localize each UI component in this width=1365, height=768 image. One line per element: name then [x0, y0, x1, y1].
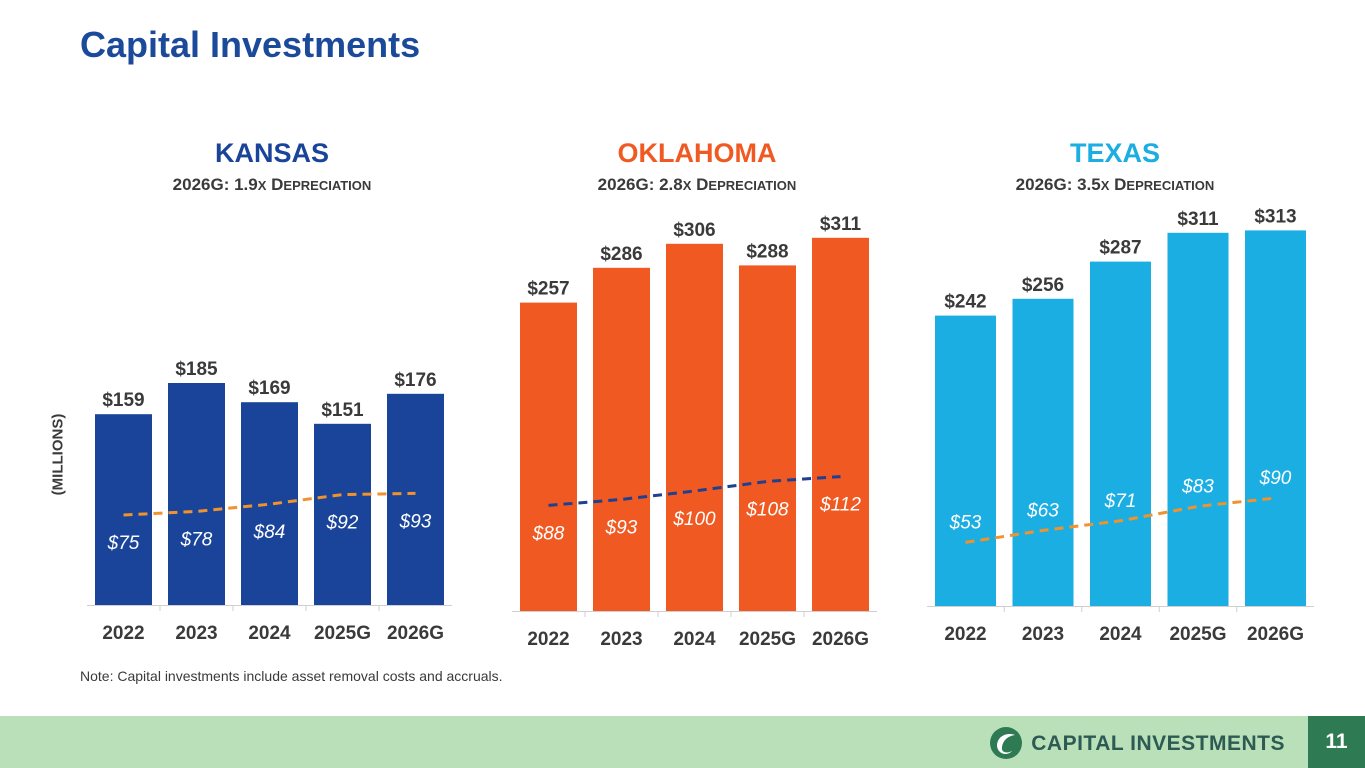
capital-investment-charts: $159 2022 $185 2023 $169 2024 $151 2025G $176 202… — [87, 206, 1314, 650]
kansas-depreciation-line — [123, 491, 416, 517]
kansas-bar-2026G — [387, 393, 444, 605]
texas-category-label: 2022 — [944, 624, 986, 645]
texas-depreciation-label: $83 — [1181, 476, 1214, 497]
oklahoma-depreciation-label: $100 — [672, 509, 716, 530]
kansas-value-label: $185 — [175, 359, 218, 380]
kansas-category-label: 2023 — [175, 623, 217, 644]
oklahoma-value-label: $257 — [527, 279, 569, 300]
kansas-bar-2022 — [95, 414, 152, 605]
texas-depreciation-line — [965, 496, 1276, 544]
texas-title: TEXAS — [1069, 138, 1161, 168]
oklahoma-value-label: $288 — [746, 241, 788, 262]
oklahoma-header: OKLAHOMA 2026G: 2.8X DEPRECIATION — [537, 138, 857, 195]
footnote: Note: Capital investments include asset … — [80, 668, 503, 684]
texas-depreciation-label: $90 — [1259, 468, 1292, 489]
oklahoma-depreciation-label: $88 — [532, 523, 565, 544]
texas-category-label: 2023 — [1022, 624, 1064, 645]
oklahoma-subtitle: 2026G: 2.8X DEPRECIATION — [597, 175, 797, 194]
kansas-category-label: 2026G — [387, 623, 444, 644]
kansas-value-label: $169 — [248, 378, 290, 399]
footer-section-label: CAPITAL INVESTMENTS — [1031, 732, 1285, 755]
footer-bar: CAPITAL INVESTMENTS 11 — [0, 716, 1365, 768]
texas-category-label: 2024 — [1099, 624, 1142, 645]
leaf-swirl-icon — [990, 727, 1022, 759]
texas-value-label: $256 — [1022, 275, 1064, 296]
texas-category-label: 2025G — [1169, 624, 1226, 645]
page-number: 11 — [1308, 716, 1365, 768]
kansas-value-label: $176 — [394, 370, 436, 391]
oklahoma-category-label: 2026G — [812, 629, 869, 650]
texas-value-label: $242 — [944, 292, 986, 313]
kansas-category-label: 2024 — [248, 623, 291, 644]
oklahoma-depreciation-line — [548, 475, 841, 507]
texas-depreciation-label: $63 — [1026, 500, 1059, 521]
kansas-depreciation-label: $75 — [107, 533, 140, 554]
page-title: Capital Investments — [80, 24, 421, 65]
texas-header: TEXAS 2026G: 3.5X DEPRECIATION — [955, 138, 1275, 195]
texas-category-label: 2026G — [1247, 624, 1304, 645]
oklahoma-value-label: $286 — [600, 244, 642, 265]
texas-chart: $242 2022 $256 2023 $287 2024 $311 2025G $313 202… — [927, 206, 1314, 645]
kansas-title: KANSAS — [214, 138, 329, 168]
oklahoma-category-label: 2022 — [527, 629, 569, 650]
oklahoma-category-label: 2023 — [600, 629, 642, 650]
oklahoma-chart: $257 2022 $286 2023 $306 2024 $288 2025G $311 202… — [512, 214, 877, 650]
texas-bar-2022 — [935, 315, 996, 606]
kansas-category-label: 2025G — [314, 623, 371, 644]
oklahoma-category-label: 2025G — [739, 629, 796, 650]
oklahoma-depreciation-label: $112 — [819, 495, 861, 516]
kansas-bar-2025G — [314, 423, 371, 605]
kansas-value-label: $151 — [321, 400, 364, 421]
kansas-header: KANSAS 2026G: 1.9X DEPRECIATION — [112, 138, 432, 195]
kansas-subtitle: 2026G: 1.9X DEPRECIATION — [172, 175, 372, 194]
oklahoma-bar-2024 — [666, 243, 723, 612]
texas-depreciation-label: $53 — [949, 512, 982, 533]
kansas-depreciation-label: $84 — [253, 522, 286, 543]
kansas-chart: $159 2022 $185 2023 $169 2024 $151 2025G $176 202… — [87, 359, 452, 644]
kansas-depreciation-label: $93 — [399, 511, 432, 532]
kansas-category-label: 2022 — [102, 623, 144, 644]
kansas-value-label: $159 — [102, 390, 144, 411]
kansas-bar-2024 — [241, 402, 298, 605]
oklahoma-category-label: 2024 — [673, 629, 716, 650]
texas-bar-2023 — [1012, 298, 1074, 606]
texas-value-label: $311 — [1177, 209, 1219, 230]
oklahoma-title: OKLAHOMA — [617, 138, 777, 168]
oklahoma-value-label: $311 — [820, 214, 862, 235]
texas-value-label: $287 — [1099, 238, 1141, 259]
oklahoma-depreciation-label: $93 — [605, 517, 638, 538]
texas-subtitle: 2026G: 3.5X DEPRECIATION — [1015, 175, 1215, 194]
texas-depreciation-label: $71 — [1104, 491, 1137, 512]
oklahoma-bar-2025G — [739, 265, 796, 611]
texas-bar-2026G — [1245, 230, 1306, 606]
texas-bar-2025G — [1167, 232, 1229, 607]
oklahoma-bar-2023 — [593, 267, 650, 611]
oklahoma-bar-2022 — [520, 302, 577, 611]
texas-bar-2024 — [1090, 261, 1151, 606]
kansas-depreciation-label: $78 — [180, 529, 213, 550]
kansas-bar-2023 — [168, 383, 225, 605]
oklahoma-bar-2026G — [812, 237, 869, 612]
texas-value-label: $313 — [1254, 206, 1296, 227]
oklahoma-value-label: $306 — [673, 220, 715, 241]
kansas-depreciation-label: $92 — [326, 513, 359, 534]
oklahoma-depreciation-label: $108 — [745, 499, 789, 520]
